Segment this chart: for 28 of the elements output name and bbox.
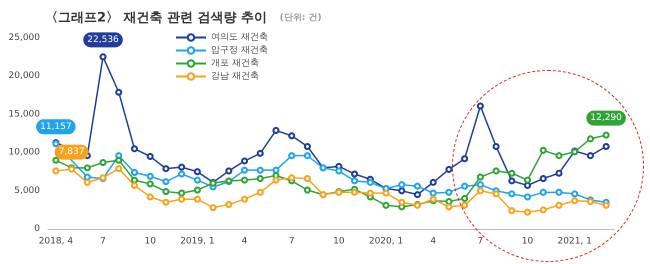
x-tick-label: 2018, 4: [38, 236, 74, 246]
x-tick-label: 7: [288, 236, 295, 246]
data-label: 22,536: [87, 34, 120, 45]
x-tick-label: 7: [100, 236, 106, 246]
y-tick-label: 5,000: [14, 186, 40, 196]
x-tick-label: 10: [333, 236, 345, 246]
legend-label: 개포 재건축: [211, 58, 259, 68]
y-tick-label: 0: [34, 224, 40, 234]
y-tick-label: 10,000: [8, 148, 40, 158]
legend-label: 강남 재건축: [211, 72, 259, 82]
chart-title: 〈그래프2〉 재건축 관련 검색량 추이: [45, 10, 268, 26]
x-tick-label: 4: [430, 236, 436, 246]
x-tick-label: 2021, 1: [558, 236, 592, 246]
data-label: 11,157: [40, 122, 72, 132]
x-tick-label: 2020, 1: [368, 236, 404, 246]
x-tick-label: 10: [144, 236, 156, 246]
x-tick-label: 7: [477, 236, 484, 246]
y-tick-label: 25,000: [8, 33, 40, 43]
y-tick-label: 15,000: [8, 109, 40, 120]
legend-label: 압구정 재건축: [211, 46, 268, 56]
data-label: 7,837: [58, 147, 84, 158]
chart-subtitle: (단위: 건): [280, 13, 322, 23]
legend-label: 여의도 재건축: [211, 32, 268, 42]
x-tick-label: 4: [242, 236, 248, 246]
x-tick-label: 10: [522, 236, 534, 246]
y-tick-label: 20,000: [8, 71, 40, 82]
data-label: 12,290: [590, 113, 622, 124]
x-tick-label: 2019, 1: [180, 236, 215, 246]
